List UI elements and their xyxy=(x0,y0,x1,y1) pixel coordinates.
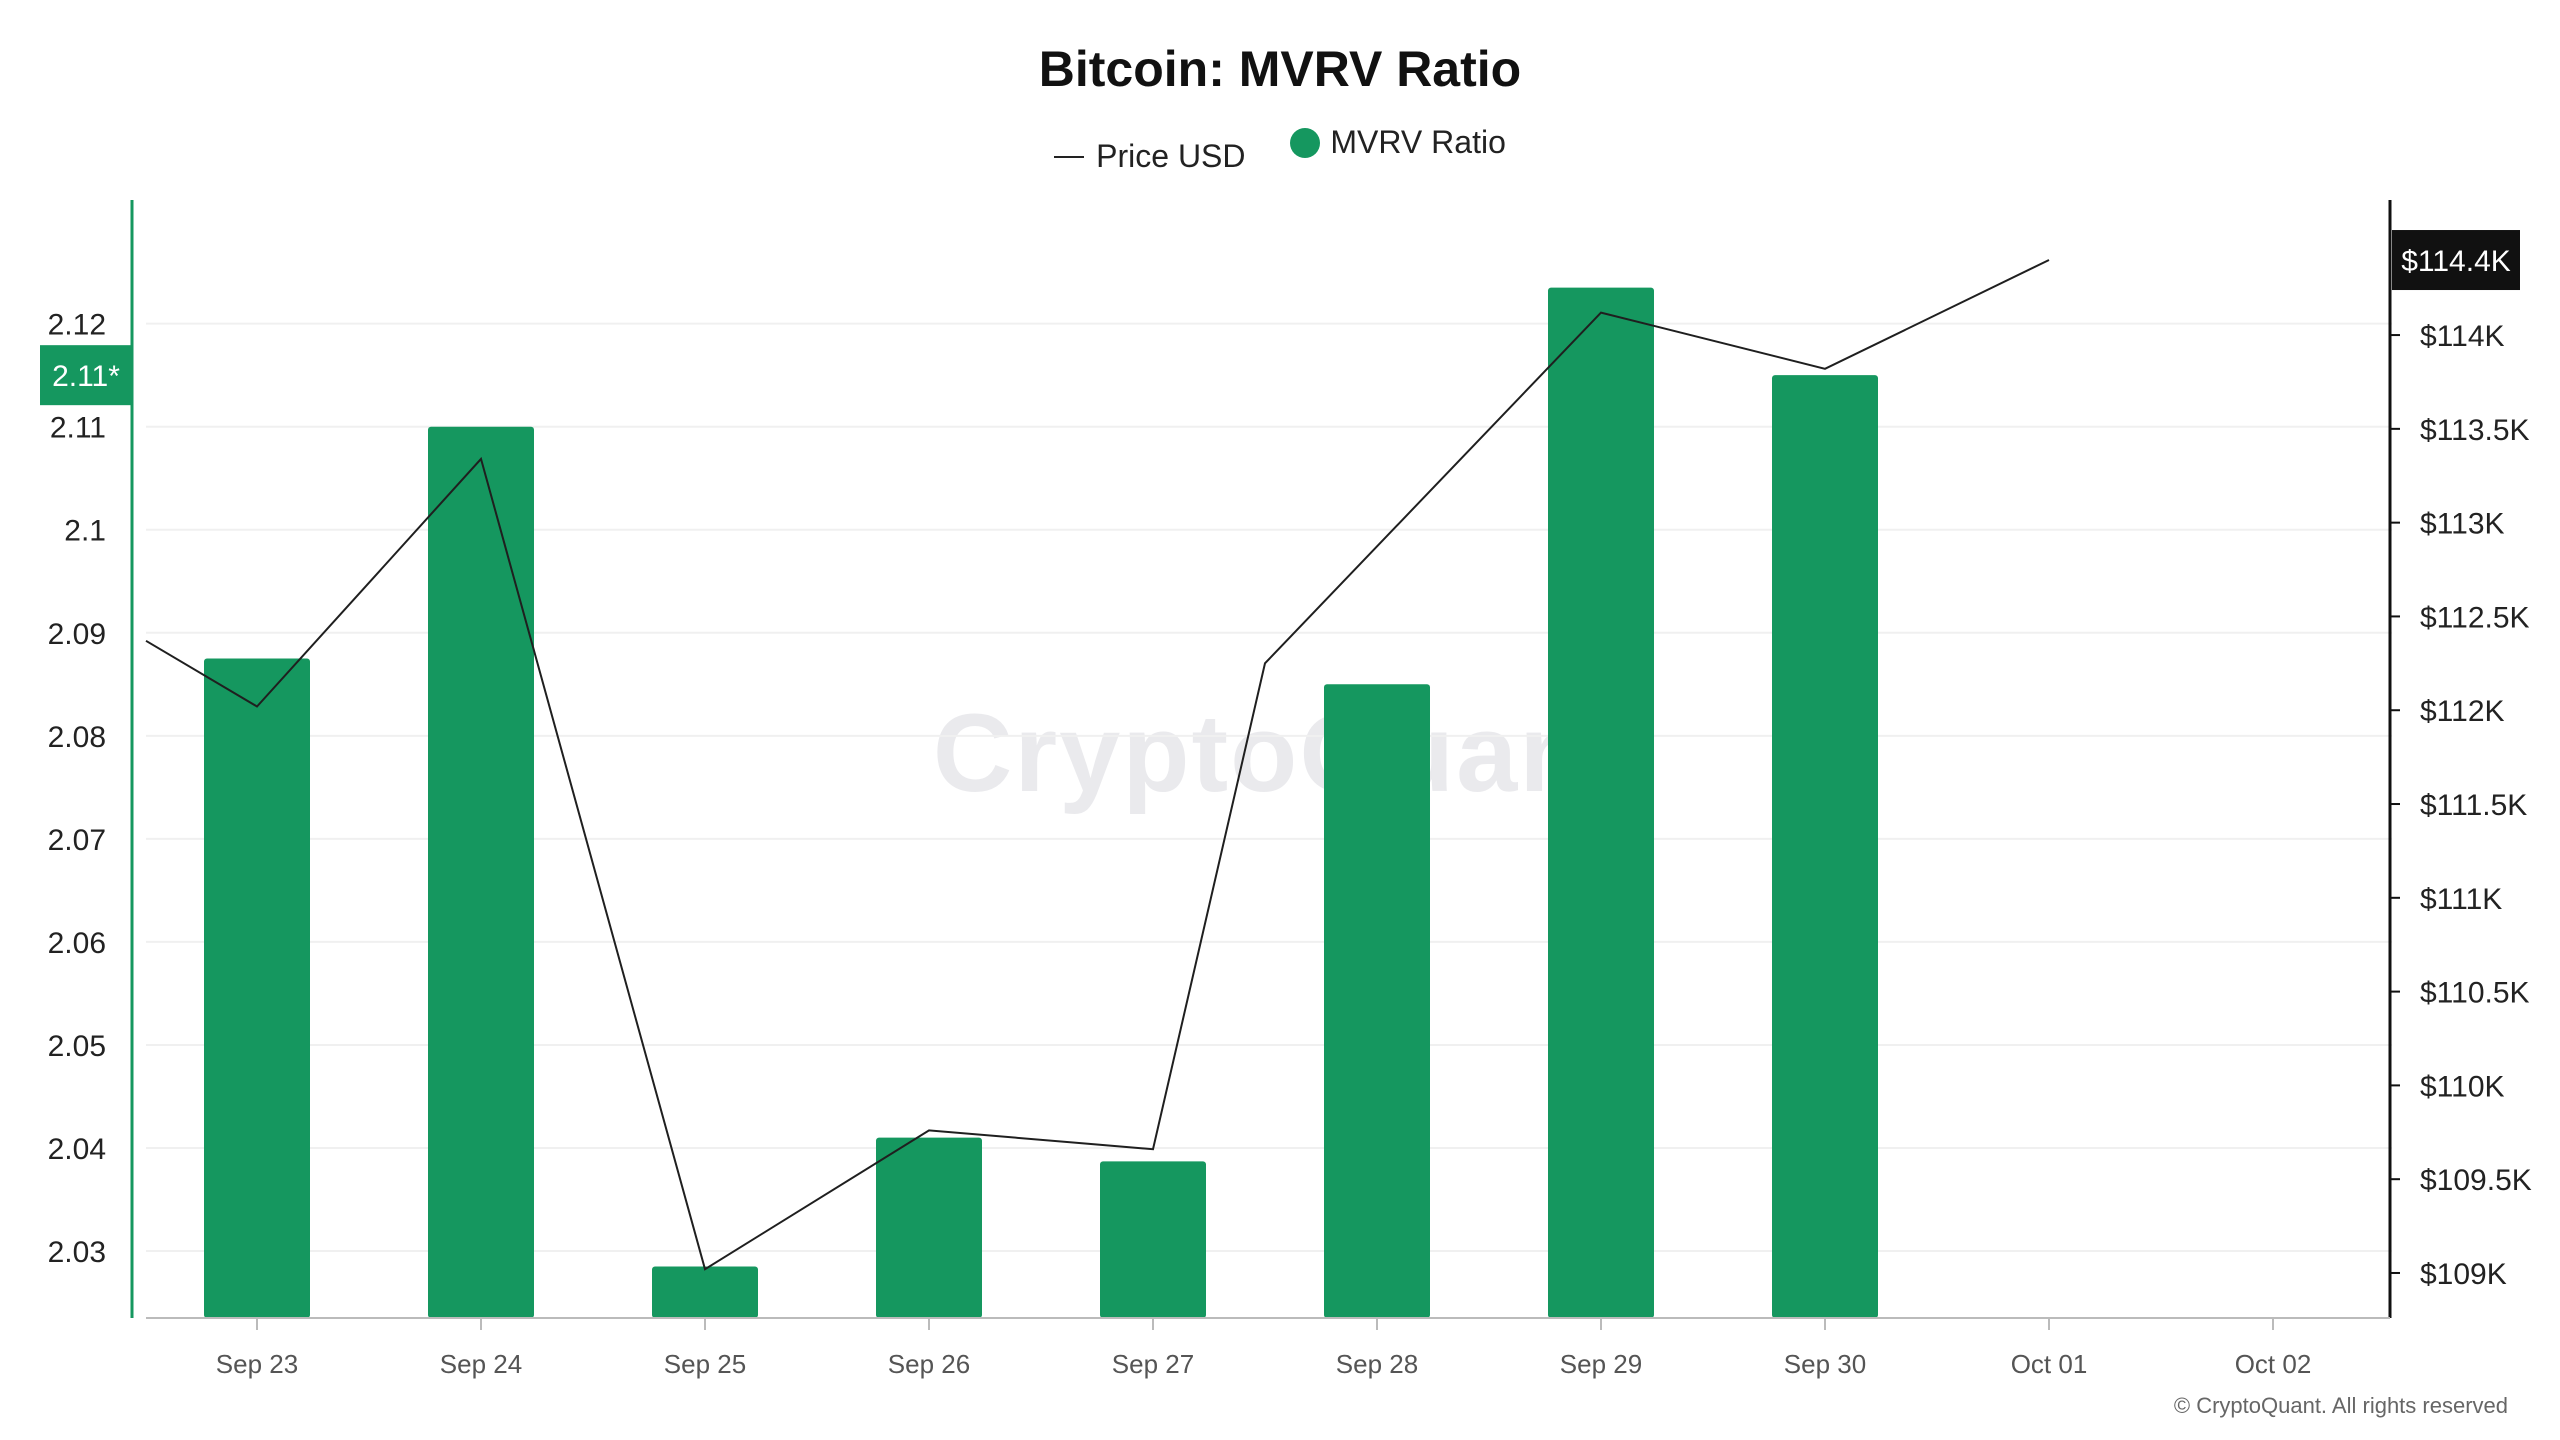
x-tick-label: Sep 28 xyxy=(1336,1349,1418,1379)
left-tick-label: 2.03 xyxy=(48,1236,106,1269)
bar xyxy=(652,1266,758,1318)
bar xyxy=(876,1137,982,1318)
x-tick-label: Sep 26 xyxy=(888,1349,970,1379)
x-tick-label: Sep 27 xyxy=(1112,1349,1194,1379)
x-tick-label: Sep 30 xyxy=(1784,1349,1866,1379)
bar-layer xyxy=(204,287,1878,1319)
price-current-label: $114.4K xyxy=(2401,245,2511,278)
line-layer xyxy=(145,259,2050,1271)
right-tick-label: $112.5K xyxy=(2420,601,2530,634)
legend-dot-swatch xyxy=(1290,127,1321,158)
right-tick-label: $109K xyxy=(2420,1258,2507,1291)
right-tick-label: $109.5K xyxy=(2420,1164,2532,1197)
left-tick-label: 2.05 xyxy=(48,1030,106,1063)
right-tick-label: $113K xyxy=(2420,508,2505,541)
x-tick-label: Sep 25 xyxy=(664,1349,746,1379)
bar xyxy=(1548,287,1654,1319)
price-current-badge xyxy=(2392,230,2520,291)
x-tick-label: Sep 23 xyxy=(216,1349,298,1379)
x-tick-label: Sep 24 xyxy=(440,1349,522,1379)
legend-label-price: Price USD xyxy=(1096,138,1246,174)
x-tick-label: Oct 01 xyxy=(2011,1349,2088,1379)
legend-label-mvrv: MVRV Ratio xyxy=(1330,124,1506,160)
bar xyxy=(428,426,534,1318)
left-tick-label: 2.06 xyxy=(48,927,106,960)
chart-title: Bitcoin: MVRV Ratio xyxy=(1038,41,1522,97)
bar xyxy=(1772,375,1878,1318)
bar xyxy=(1324,684,1430,1318)
left-tick-label: 2.04 xyxy=(48,1133,106,1166)
right-tick-label: $111.5K xyxy=(2420,789,2527,822)
right-tick-label: $112K xyxy=(2420,695,2505,728)
legend-item-price[interactable]: Price USD xyxy=(1054,138,1246,175)
right-tick-label: $113.5K xyxy=(2420,414,2530,447)
chart-legend: Price USD MVRV Ratio xyxy=(0,124,2560,175)
watermark: CryptoQuant xyxy=(932,692,1628,815)
left-tick-label: 2.09 xyxy=(48,618,106,651)
label-layer: 2.03 2.04 2.05 2.06 2.07 2.08 2.09 2.1 2.11 2.12 $… xyxy=(40,230,2532,1379)
copyright-text: © CryptoQuant. All rights reserved xyxy=(2173,1393,2508,1418)
left-tick-label: 2.08 xyxy=(48,721,106,754)
legend-item-mvrv[interactable]: MVRV Ratio xyxy=(1290,124,1506,161)
right-tick-label: $110K xyxy=(2420,1070,2505,1103)
left-tick-label: 2.12 xyxy=(48,309,106,342)
left-tick-label: 2.07 xyxy=(48,824,106,857)
price-line xyxy=(145,259,2050,1271)
bar xyxy=(204,658,310,1318)
right-tick-label: $114K xyxy=(2420,320,2505,353)
bar xyxy=(1100,1161,1206,1318)
left-tick-label: 2.1 xyxy=(64,515,106,548)
mvrv-current-label: 2.11* xyxy=(52,360,120,393)
x-tick-label: Sep 29 xyxy=(1560,1349,1642,1379)
mvrv-current-badge xyxy=(40,345,132,406)
legend-line-swatch xyxy=(1054,155,1085,158)
left-tick-label: 2.11 xyxy=(50,412,106,445)
right-tick-label: $111K xyxy=(2420,883,2502,916)
right-tick-label: $110.5K xyxy=(2420,977,2530,1010)
x-tick-label: Oct 02 xyxy=(2235,1349,2312,1379)
